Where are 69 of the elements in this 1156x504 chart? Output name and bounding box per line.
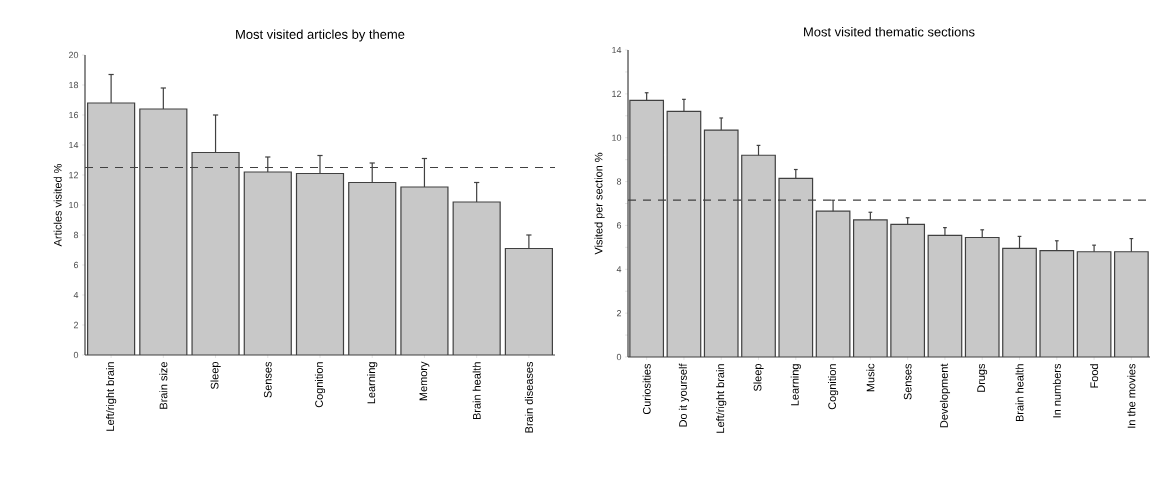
bar bbox=[453, 202, 501, 355]
bar bbox=[1077, 251, 1111, 357]
bar bbox=[853, 219, 888, 357]
y-tick-label: 14 bbox=[612, 46, 622, 54]
x-tick-label: Cognition bbox=[827, 364, 839, 410]
bar bbox=[741, 155, 776, 357]
y-tick-label: 2 bbox=[73, 321, 79, 329]
x-tick-label: Drugs bbox=[977, 363, 988, 392]
y-tick-label: 8 bbox=[616, 178, 622, 185]
x-tick-label: Learning bbox=[367, 362, 378, 404]
y-tick-label: 18 bbox=[69, 81, 79, 89]
x-tick-label: Curiosities bbox=[642, 363, 651, 415]
y-tick-label: 14 bbox=[69, 141, 79, 149]
x-tick-label: Sleep bbox=[753, 364, 764, 392]
y-axis-title: Articles visited % bbox=[53, 164, 62, 247]
y-tick-label: 20 bbox=[68, 51, 79, 59]
chart-title: Most visited articles by theme bbox=[236, 29, 405, 42]
bar bbox=[400, 187, 448, 355]
bar bbox=[1002, 248, 1037, 357]
x-tick-label: Music bbox=[866, 363, 875, 392]
x-tick-label: In numbers bbox=[1052, 363, 1061, 418]
bar bbox=[87, 103, 135, 355]
bar bbox=[928, 235, 962, 357]
bar bbox=[667, 111, 701, 357]
x-tick-label: Senses bbox=[903, 363, 912, 400]
y-tick-label: 4 bbox=[616, 266, 622, 273]
x-tick-label: Left/right brain bbox=[716, 364, 727, 433]
y-tick-label: 12 bbox=[612, 90, 622, 97]
y-tick-label: 0 bbox=[73, 351, 79, 359]
bar bbox=[779, 178, 813, 357]
x-tick-label: Senses bbox=[263, 361, 272, 398]
x-tick-label: Left/right brain bbox=[106, 362, 117, 431]
bar bbox=[192, 152, 240, 355]
chart-title: Most visited thematic sections bbox=[804, 26, 975, 37]
bar bbox=[704, 130, 738, 357]
bar bbox=[139, 109, 187, 355]
y-tick-label: 10 bbox=[612, 134, 622, 141]
y-axis-title: Visited per section % bbox=[594, 152, 605, 255]
bar bbox=[1113, 251, 1149, 357]
bar bbox=[965, 237, 999, 357]
y-tick-label: 8 bbox=[73, 231, 79, 239]
y-tick-label: 12 bbox=[69, 171, 79, 179]
x-tick-label: Cognition bbox=[314, 362, 326, 408]
y-tick-label: 2 bbox=[616, 310, 622, 317]
bar bbox=[816, 211, 850, 357]
x-tick-label: In the movies bbox=[1127, 363, 1136, 428]
y-tick-label: 6 bbox=[73, 261, 79, 269]
bar bbox=[629, 100, 664, 357]
x-tick-label: Do it yourself bbox=[678, 363, 690, 427]
x-tick-label: Brain diseases bbox=[524, 361, 533, 433]
y-tick-label: 4 bbox=[73, 291, 79, 299]
x-tick-label: Brain size bbox=[159, 362, 168, 409]
bar bbox=[1040, 250, 1074, 357]
x-tick-label: Sleep bbox=[210, 361, 221, 390]
x-tick-label: Brain health bbox=[472, 362, 481, 420]
x-tick-label: Food bbox=[1090, 364, 1099, 388]
y-tick-label: 10 bbox=[69, 201, 79, 209]
x-tick-label: Brain health bbox=[1015, 364, 1024, 422]
x-tick-label: Learning bbox=[790, 364, 801, 406]
y-tick-label: 6 bbox=[616, 222, 622, 229]
bar bbox=[348, 182, 396, 355]
bar bbox=[890, 224, 925, 357]
bar bbox=[296, 173, 344, 355]
x-tick-label: Development bbox=[939, 363, 951, 428]
bar bbox=[504, 247, 553, 355]
x-tick-label: Memory bbox=[419, 361, 430, 401]
bar bbox=[244, 172, 292, 355]
y-tick-label: 0 bbox=[616, 353, 622, 361]
y-tick-label: 16 bbox=[69, 111, 79, 119]
